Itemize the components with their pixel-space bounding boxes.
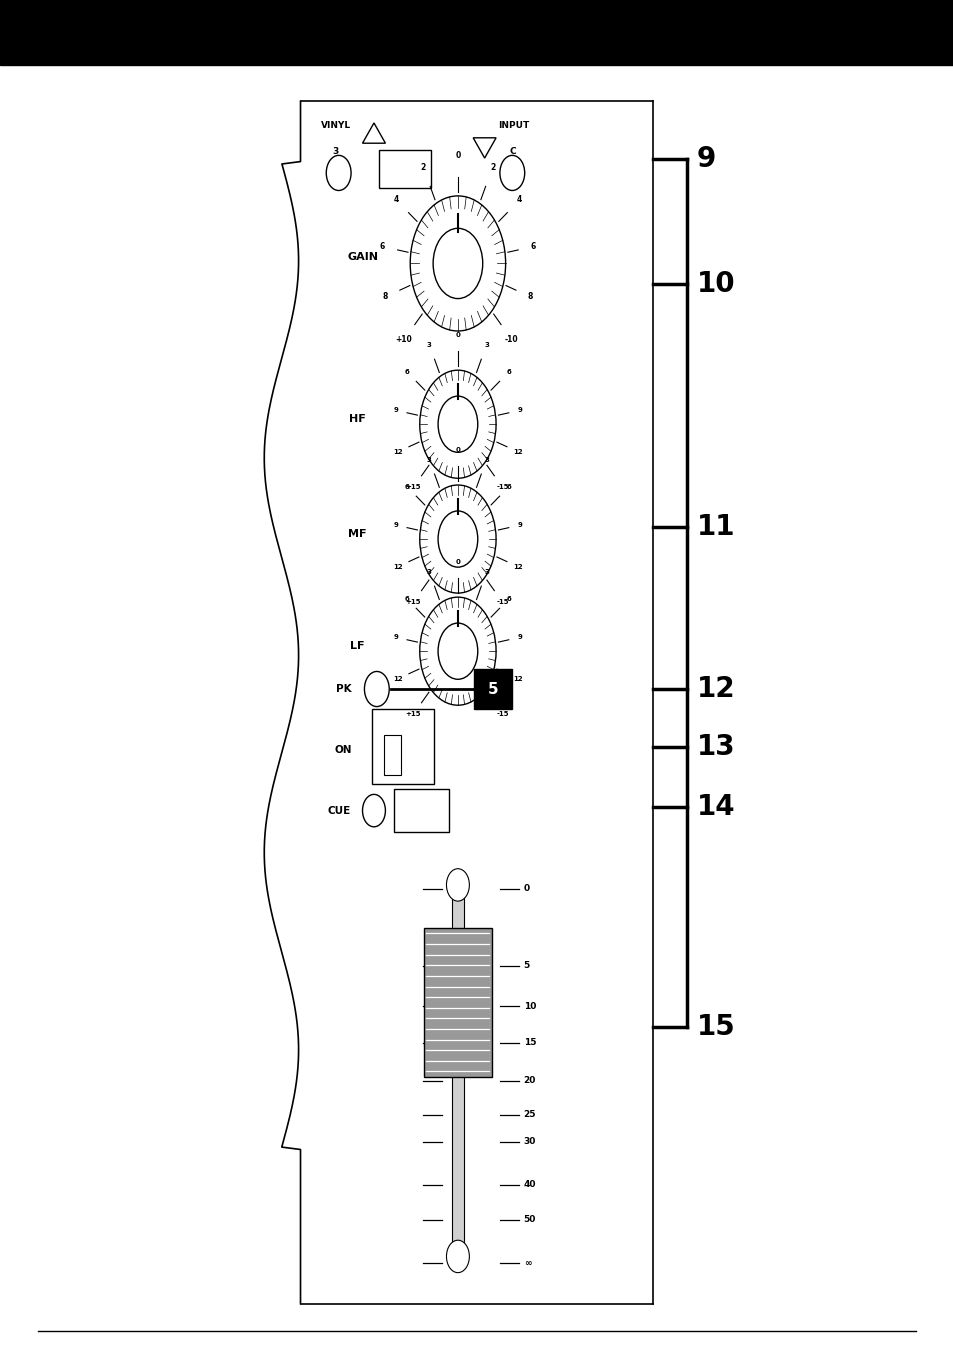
Text: 8: 8: [527, 292, 533, 301]
Text: HF: HF: [349, 413, 366, 424]
Text: 6: 6: [404, 369, 409, 374]
Bar: [452, 889, 463, 1256]
Text: CUE: CUE: [327, 805, 350, 816]
Text: 10: 10: [696, 270, 734, 297]
Text: 5: 5: [487, 681, 498, 697]
Text: 12: 12: [393, 676, 402, 682]
Text: 9: 9: [517, 634, 522, 640]
Bar: [372, 709, 434, 784]
Text: 3: 3: [426, 457, 432, 462]
Text: 9: 9: [696, 146, 715, 173]
Text: 10: 10: [523, 1002, 536, 1011]
Text: 2: 2: [490, 162, 495, 172]
Text: 15: 15: [696, 1013, 735, 1040]
Text: 5: 5: [523, 962, 530, 970]
Text: 15: 15: [523, 1039, 536, 1047]
Circle shape: [446, 1240, 469, 1273]
Text: 6: 6: [506, 484, 511, 489]
Text: +10: +10: [395, 335, 412, 345]
Text: 3: 3: [426, 569, 432, 574]
Text: 6: 6: [506, 596, 511, 601]
Text: +15: +15: [405, 598, 420, 605]
Text: 6: 6: [404, 484, 409, 489]
Text: PK: PK: [335, 684, 351, 694]
Text: INPUT: INPUT: [497, 120, 528, 130]
Text: 9: 9: [517, 407, 522, 413]
Text: 6: 6: [530, 242, 536, 251]
Text: 30: 30: [523, 1138, 536, 1146]
Text: 12: 12: [513, 449, 522, 455]
Bar: [394, 789, 449, 832]
Text: 12: 12: [393, 563, 402, 570]
Text: 13: 13: [696, 734, 734, 761]
Text: -15: -15: [496, 484, 508, 490]
Text: 0: 0: [455, 559, 460, 565]
Text: MF: MF: [348, 528, 367, 539]
Text: +15: +15: [405, 484, 420, 490]
Text: 3: 3: [426, 342, 432, 347]
Text: 11: 11: [696, 513, 734, 540]
Text: -15: -15: [496, 711, 508, 717]
Text: 0: 0: [523, 885, 529, 893]
Bar: [474, 669, 512, 709]
Text: 3: 3: [483, 457, 489, 462]
Text: 3: 3: [333, 147, 338, 157]
Text: 4: 4: [517, 196, 521, 204]
Text: 9: 9: [517, 521, 522, 528]
Text: VINYL: VINYL: [320, 120, 351, 130]
Bar: [378, 150, 431, 188]
Text: 12: 12: [513, 563, 522, 570]
Text: 0: 0: [455, 332, 460, 338]
Text: 6: 6: [506, 369, 511, 374]
Bar: [383, 735, 400, 775]
Text: 9: 9: [393, 407, 397, 413]
Bar: [423, 928, 492, 1077]
Text: 6: 6: [379, 242, 385, 251]
Text: ON: ON: [335, 744, 352, 755]
Text: 20: 20: [523, 1077, 536, 1085]
Text: 2: 2: [420, 162, 425, 172]
Text: -10: -10: [504, 335, 518, 345]
Circle shape: [446, 869, 469, 901]
Text: 9: 9: [393, 521, 397, 528]
Text: 4: 4: [394, 196, 398, 204]
Text: +15: +15: [405, 711, 420, 717]
Bar: [0, 0, 953, 65]
Text: 3: 3: [483, 569, 489, 574]
Text: GAIN: GAIN: [347, 251, 377, 262]
Text: 40: 40: [523, 1181, 536, 1189]
Text: 12: 12: [393, 449, 402, 455]
Text: 8: 8: [382, 292, 388, 301]
Text: 3: 3: [483, 342, 489, 347]
Text: 14: 14: [696, 793, 734, 820]
Text: 12: 12: [513, 676, 522, 682]
Text: 12: 12: [696, 676, 734, 703]
Text: 0: 0: [455, 447, 460, 453]
Text: -15: -15: [496, 598, 508, 605]
Text: 0: 0: [455, 151, 460, 159]
Text: 9: 9: [393, 634, 397, 640]
Text: C: C: [510, 147, 516, 157]
Text: 25: 25: [523, 1111, 536, 1119]
Text: ∞: ∞: [523, 1259, 531, 1267]
Text: LF: LF: [350, 640, 365, 651]
Text: 6: 6: [404, 596, 409, 601]
Text: 50: 50: [523, 1216, 536, 1224]
